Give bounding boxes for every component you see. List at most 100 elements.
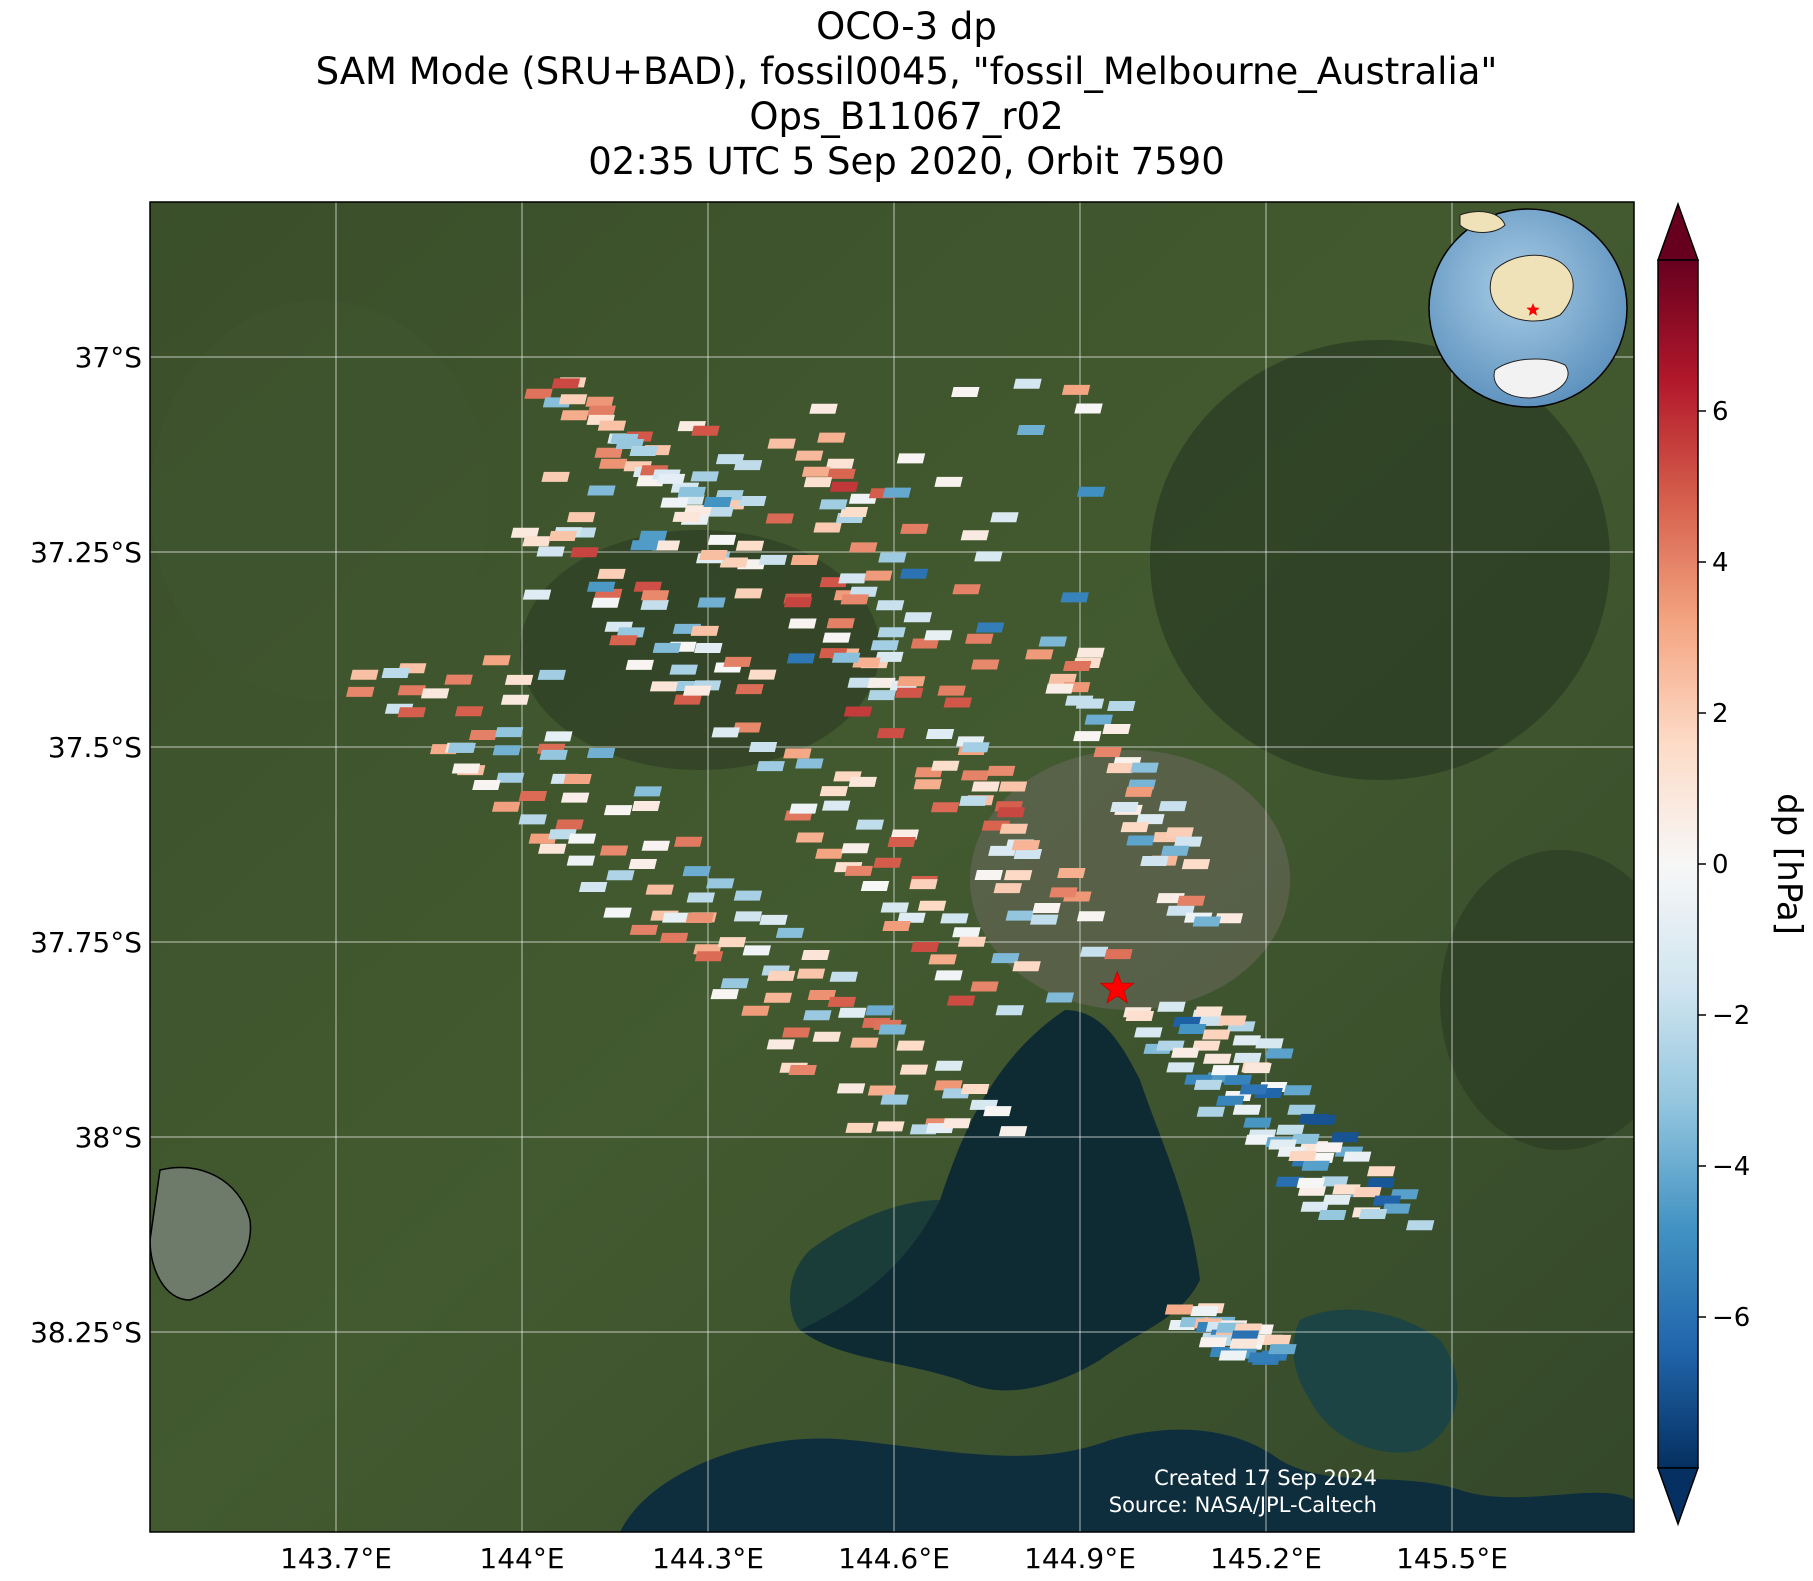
sounding-footprint [539,749,568,760]
plains-west [150,300,490,700]
sounding-footprint [878,1024,907,1035]
sounding-footprint [897,912,926,923]
sounding-footprint [873,857,902,868]
sounding-footprint [843,706,873,717]
sounding-footprint [1048,673,1077,684]
sounding-footprint [1232,1104,1262,1115]
sounding-footprint [1262,1334,1292,1345]
sounding-footprint [917,900,947,911]
sounding-footprint [482,655,511,666]
sounding-footprint [864,570,893,581]
sounding-footprint [711,727,740,738]
sounding-footprint [705,506,734,517]
sounding-footprint [563,773,592,784]
sounding-footprint [930,802,960,813]
sounding-footprint [913,779,942,790]
sounding-footprint [875,651,904,662]
sounding-footprint [1193,1079,1223,1090]
sounding-footprint [758,554,788,565]
sounding-footprint [931,760,960,771]
sounding-footprint [991,953,1020,964]
sounding-footprint [1125,1011,1155,1022]
sounding-footprint [682,866,711,877]
sounding-footprint [822,800,851,811]
sounding-footprint [717,937,747,948]
sounding-footprint [641,840,671,851]
sounding-footprint [1045,683,1074,694]
sounding-footprint [809,403,838,414]
sounding-footprint [694,951,724,962]
sounding-footprint [1064,695,1094,706]
sounding-footprint [538,843,567,854]
sounding-footprint [733,722,762,733]
lon-tick-label: 144°E [479,1542,564,1575]
sounding-footprint [1171,1047,1200,1058]
sounding-footprint [1029,914,1059,925]
sounding-footprint [495,772,525,783]
sounding-footprint [783,597,813,608]
sounding-footprint [794,450,824,461]
sounding-footprint [812,1031,841,1042]
sounding-footprint [1136,814,1165,825]
sounding-footprint [603,805,633,816]
sounding-footprint [677,486,707,497]
sounding-footprint [1157,1001,1186,1012]
sounding-footprint [1203,1053,1232,1064]
sounding-footprint [849,586,878,597]
sounding-footprint [1061,384,1091,395]
globe-target-star-icon [1526,303,1540,316]
sounding-footprint [865,1005,894,1016]
sounding-footprint [839,506,869,517]
sounding-footprint [1319,1176,1349,1187]
sounding-footprint [733,890,763,901]
sounding-footprint [491,801,521,812]
sounding-footprint [537,669,566,680]
sounding-footprint [763,992,793,1003]
sounding-footprint [974,551,1003,562]
sounding-footprint [510,527,540,538]
sounding-footprint [616,627,645,638]
map-frame [149,201,1635,1533]
sounding-footprint [733,460,763,471]
globe-asia [1459,211,1506,233]
sounding-footprint [1215,1095,1245,1106]
sounding-footprint [1288,1151,1317,1162]
ranges-southeast [1440,850,1634,1150]
sounding-footprint [1005,910,1035,921]
sounding-footprint [1223,1074,1252,1085]
sounding-footprint [518,791,548,802]
sounding-footprint [1298,1113,1328,1124]
sounding-footprint [946,995,976,1006]
sounding-footprint [1076,911,1106,922]
sounding-footprint [597,420,627,431]
sounding-footprint [937,685,966,696]
sounding-footprint [934,970,963,981]
target-star-icon [1099,970,1135,1004]
sounding-footprint [1102,724,1131,735]
sounding-footprint [896,676,926,687]
sounding-footprint [673,694,702,705]
sounding-footprint [1120,822,1149,833]
sounding-footprint [910,638,940,649]
sounding-footprint [1003,870,1033,881]
sounding-footprint [1016,425,1046,436]
sounding-footprint [867,690,897,701]
sounding-footprint [1126,835,1155,846]
sounding-footprint [1372,1195,1402,1206]
sounding-footprint [598,458,628,469]
sounding-footprint [860,880,890,891]
sounding-footprint [1079,946,1109,957]
sounding-footprint [996,807,1026,818]
sounding-footprint [999,823,1028,834]
sounding-footprint [975,622,1005,633]
sounding-footprint [767,438,796,449]
sounding-footprint [1196,1106,1226,1117]
ocean-south [620,1429,1634,1532]
sounding-footprint [1276,1124,1305,1135]
sounding-footprint [1156,893,1185,904]
sounding-footprint [741,1005,770,1016]
sounding-footprint [649,681,679,692]
sounding-footprint [1232,1035,1261,1046]
sounding-footprint [831,652,861,663]
sounding-footprint [1239,1084,1268,1095]
